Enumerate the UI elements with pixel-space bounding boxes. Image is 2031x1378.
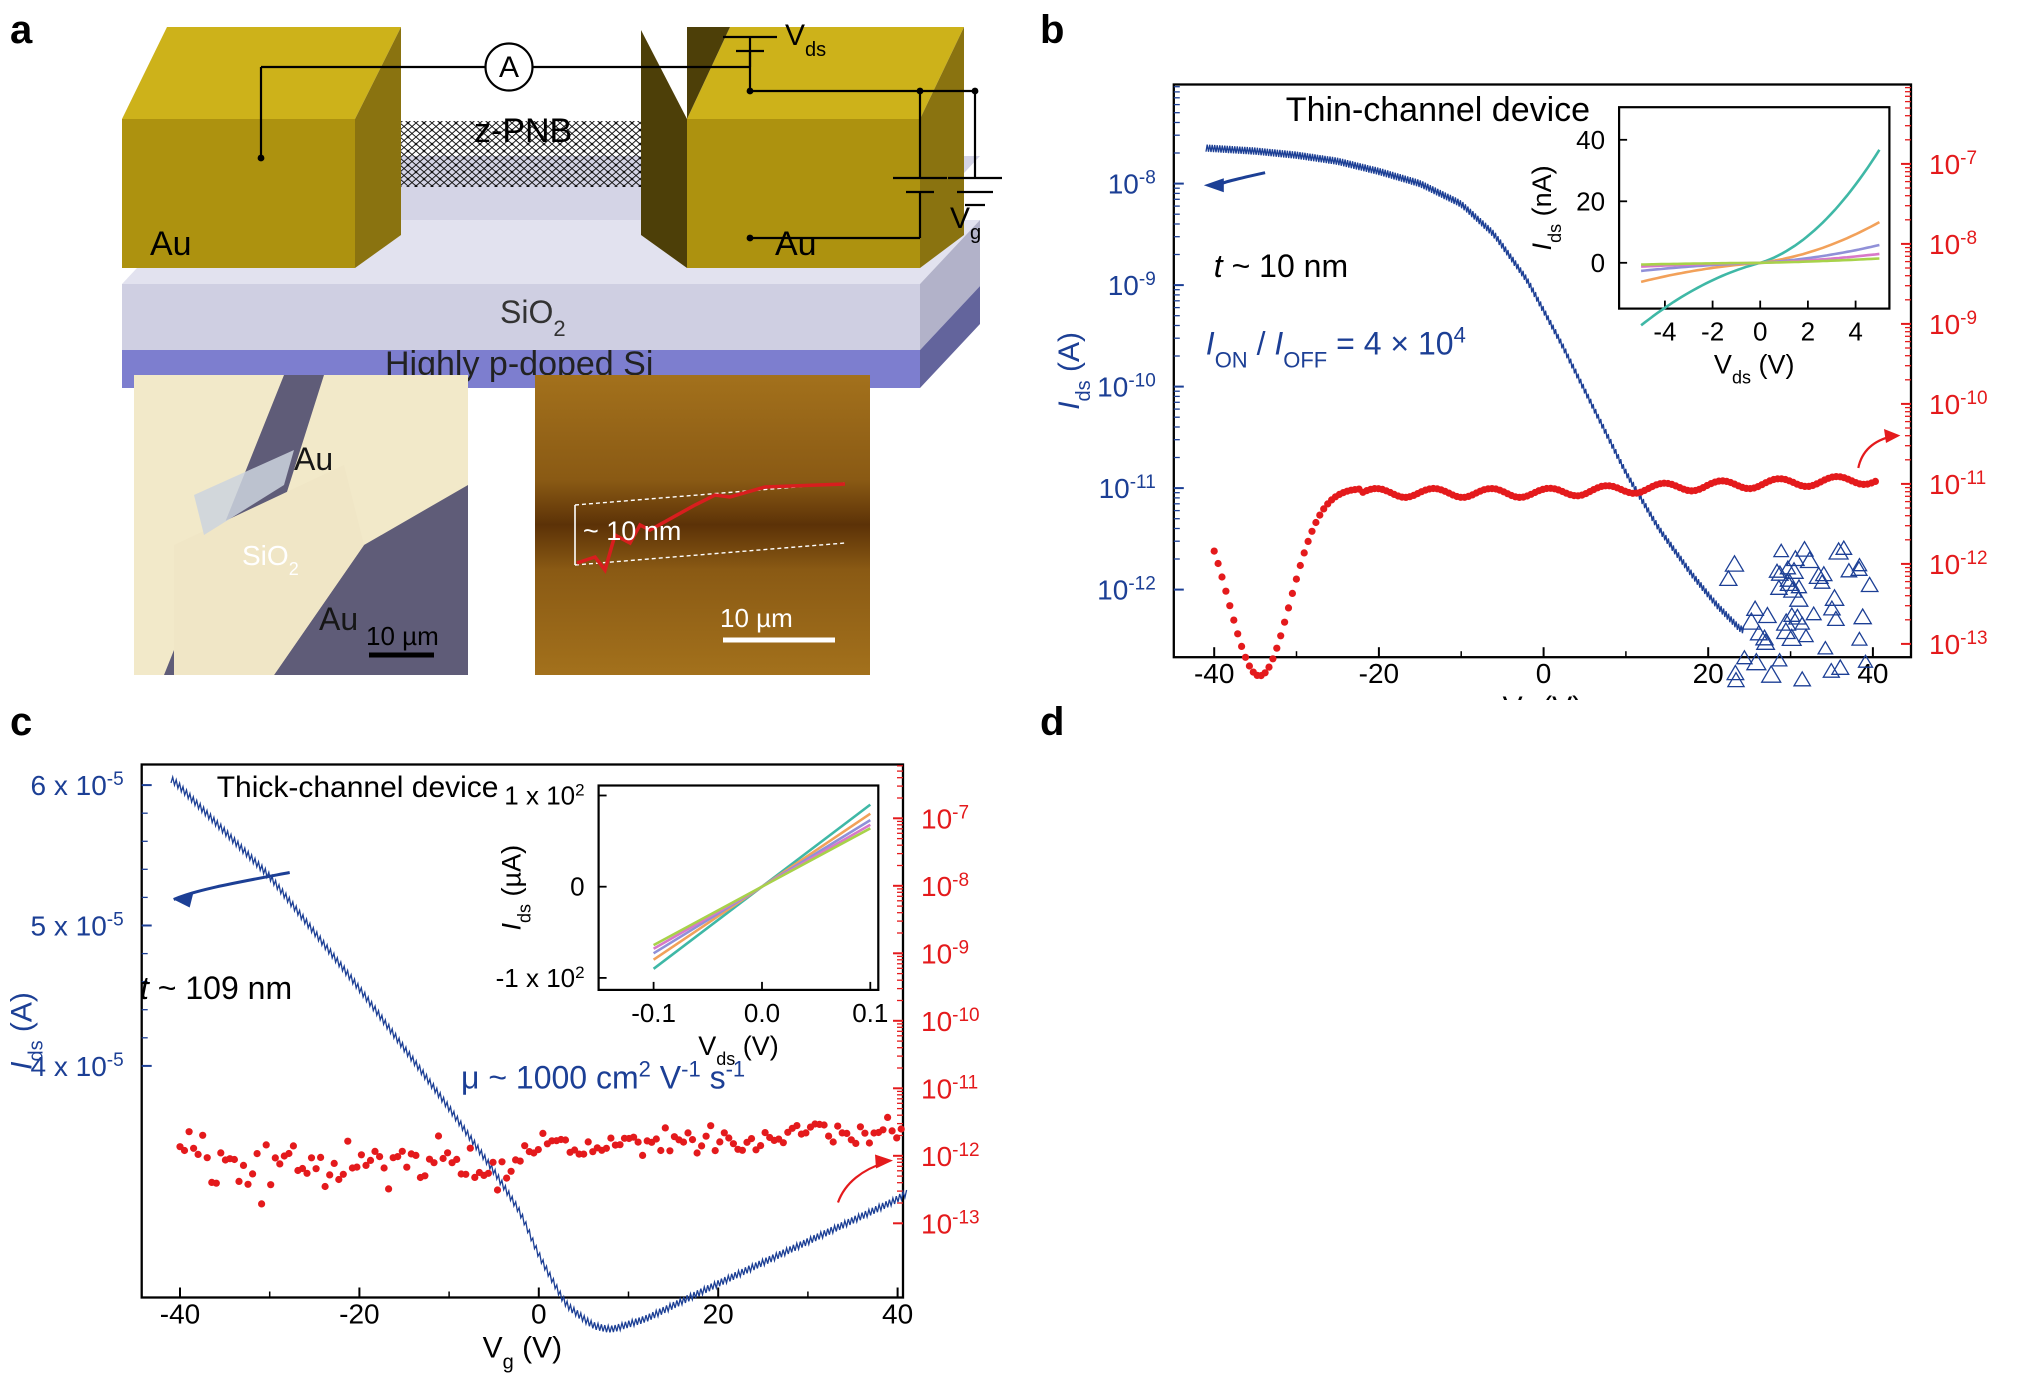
svg-text:10-12: 10-12 [921,1139,980,1172]
svg-text:-40: -40 [1194,658,1234,689]
svg-text:Vds (V): Vds (V) [1714,350,1795,388]
svg-text:10-11: 10-11 [1929,467,1986,500]
svg-text:Ids (nA): Ids (nA) [1527,165,1565,250]
svg-text:Vg (V): Vg (V) [483,1332,562,1374]
svg-text:10-13: 10-13 [1929,627,1988,660]
svg-text:Ids (A): Ids (A) [1053,332,1095,410]
svg-text:1 x 102: 1 x 102 [504,780,584,811]
svg-text:4: 4 [1848,317,1862,347]
svg-text:10-13: 10-13 [921,1207,980,1240]
svg-text:0: 0 [1591,248,1605,278]
svg-text:10-10: 10-10 [1097,370,1156,403]
svg-text:0: 0 [531,1299,547,1330]
svg-text:10-9: 10-9 [1108,269,1156,302]
svg-text:0: 0 [570,872,584,902]
svg-text:10-8: 10-8 [1108,167,1156,200]
svg-text:10-8: 10-8 [921,869,969,902]
svg-text:-0.1: -0.1 [631,998,676,1028]
svg-text:2: 2 [1801,317,1815,347]
svg-text:0: 0 [1536,658,1552,689]
svg-text:Vg (V): Vg (V) [1503,691,1582,700]
svg-text:40: 40 [1576,125,1605,155]
svg-text:Igate (A): Igate (A) [1027,983,1030,1079]
svg-text:20: 20 [1693,658,1724,689]
svg-text:-20: -20 [1359,658,1399,689]
svg-text:10-11: 10-11 [1099,472,1156,505]
svg-text:-20: -20 [339,1299,379,1330]
svg-text:20: 20 [703,1299,734,1330]
svg-text:0.1: 0.1 [852,998,888,1028]
svg-text:40: 40 [882,1299,913,1330]
svg-text:10-7: 10-7 [1929,147,1977,180]
svg-text:Ids (µA): Ids (µA) [497,845,535,931]
svg-text:-4: -4 [1653,317,1676,347]
svg-text:10-9: 10-9 [1929,307,1977,340]
svg-text:Thin-channel device: Thin-channel device [1286,91,1590,129]
svg-text:Ids (A): Ids (A) [6,992,48,1070]
svg-text:10-10: 10-10 [1929,387,1988,420]
svg-text:5 x 10-5: 5 x 10-5 [31,909,124,942]
svg-text:10-10: 10-10 [921,1004,980,1037]
svg-text:Thick-channel device: Thick-channel device [217,771,499,804]
svg-text:40: 40 [1857,658,1888,689]
svg-text:t ~ 109 nm: t ~ 109 nm [140,970,292,1006]
svg-text:0.0: 0.0 [744,998,780,1028]
svg-text:10-12: 10-12 [1929,547,1988,580]
svg-text:10-12: 10-12 [1097,573,1156,606]
svg-text:6 x 10-5: 6 x 10-5 [31,769,124,802]
svg-text:ION / IOFF = 4 × 104: ION / IOFF = 4 × 104 [1206,322,1466,372]
svg-text:0: 0 [1753,317,1767,347]
svg-text:10-11: 10-11 [921,1072,978,1105]
svg-text:t ~ 10 nm: t ~ 10 nm [1214,248,1348,284]
svg-text:-2: -2 [1701,317,1724,347]
svg-text:-1 x 102: -1 x 102 [496,962,585,993]
svg-text:-40: -40 [160,1299,200,1330]
svg-text:μ ~ 1000 cm2 V-1 s-1: μ ~ 1000 cm2 V-1 s-1 [461,1056,745,1096]
svg-text:10-9: 10-9 [921,937,969,970]
svg-text:10-8: 10-8 [1929,227,1977,260]
svg-text:10-7: 10-7 [921,802,969,835]
svg-text:20: 20 [1576,186,1605,216]
